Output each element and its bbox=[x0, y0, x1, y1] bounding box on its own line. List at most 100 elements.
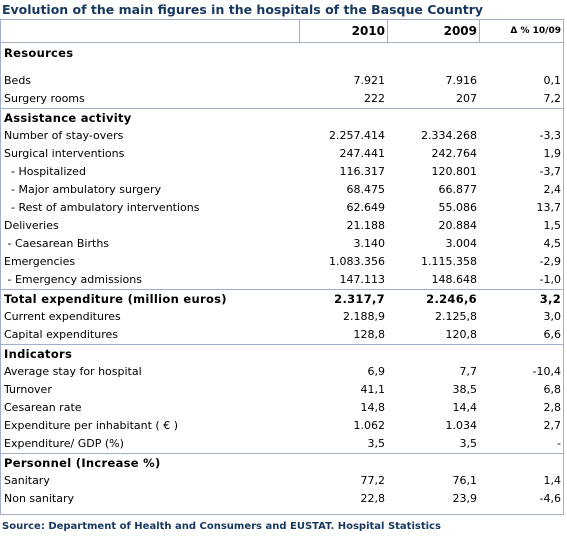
value-2010: 77,2 bbox=[360, 474, 386, 487]
table-row: - Hospitalized 116.317 120.801 -3,7 bbox=[1, 163, 563, 181]
table-row: Average stay for hospital 6,9 7,7 -10,4 bbox=[1, 363, 563, 381]
row-label: Non sanitary bbox=[4, 492, 75, 505]
value-2009: 2.246,6 bbox=[426, 292, 477, 306]
table-row: Surgical interventions 247.441 242.764 1,9 bbox=[1, 145, 563, 163]
row-label: - Rest of ambulatory interventions bbox=[4, 201, 200, 214]
value-2010: 147.113 bbox=[339, 273, 386, 286]
table-row: Beds 7.921 7.916 0,1 bbox=[1, 68, 563, 90]
value-2009: 242.764 bbox=[431, 147, 478, 160]
table-row: Deliveries 21.188 20.884 1,5 bbox=[1, 217, 563, 235]
table-row: Non sanitary 22,8 23,9 -4,6 bbox=[1, 490, 563, 508]
table-row: - Major ambulatory surgery 68.475 66.877 2,… bbox=[1, 181, 563, 199]
value-2010: 222 bbox=[364, 92, 385, 105]
table-row: - Caesarean Births 3.140 3.004 4,5 bbox=[1, 235, 563, 253]
value-change: 3,0 bbox=[543, 310, 562, 323]
table-header-row: 2010 2009 Δ % 10/09 bbox=[1, 20, 563, 43]
row-label: - Emergency admissions bbox=[4, 273, 142, 286]
value-change: 1,9 bbox=[543, 147, 562, 160]
section-header-row: Personnel (Increase %) bbox=[1, 453, 563, 472]
value-2010: 22,8 bbox=[360, 492, 386, 505]
column-divider bbox=[387, 20, 388, 42]
value-2010: 41,1 bbox=[360, 383, 386, 396]
table-row: Current expenditures 2.188,9 2.125,8 3,0 bbox=[1, 308, 563, 326]
value-2009: 7.916 bbox=[445, 74, 478, 87]
value-2009: 66.877 bbox=[438, 183, 478, 196]
value-change: -3,7 bbox=[539, 165, 561, 178]
row-label: Current expenditures bbox=[4, 310, 121, 323]
value-change: 1,5 bbox=[543, 219, 562, 232]
column-divider bbox=[299, 20, 300, 42]
value-2009: 1.115.358 bbox=[421, 255, 477, 268]
table-row: Turnover 41,1 38,5 6,8 bbox=[1, 381, 563, 399]
value-2010: 128,8 bbox=[353, 328, 386, 341]
row-label: Emergencies bbox=[4, 255, 76, 268]
column-header-change: Δ % 10/09 bbox=[510, 26, 561, 36]
value-change: 13,7 bbox=[536, 201, 562, 214]
value-change: 2,8 bbox=[543, 401, 562, 414]
source-note: Source: Department of Health and Consume… bbox=[2, 521, 441, 532]
value-2009: 120,8 bbox=[445, 328, 478, 341]
row-label: Expenditure per inhabitant ( € ) bbox=[4, 419, 179, 432]
value-2009: 20.884 bbox=[438, 219, 478, 232]
value-2009: 38,5 bbox=[452, 383, 478, 396]
row-label: Turnover bbox=[4, 383, 52, 396]
column-header-2010: 2010 bbox=[351, 24, 385, 38]
value-2009: 148.648 bbox=[431, 273, 478, 286]
value-2009: 76,1 bbox=[452, 474, 478, 487]
value-2009: 7,7 bbox=[459, 365, 478, 378]
value-2010: 62.649 bbox=[346, 201, 386, 214]
value-2010: 3,5 bbox=[367, 437, 386, 450]
row-label: Capital expenditures bbox=[4, 328, 118, 341]
value-2010: 3.140 bbox=[353, 237, 386, 250]
table-title: Evolution of the main figures in the hos… bbox=[2, 2, 484, 17]
value-2010: 21.188 bbox=[346, 219, 386, 232]
value-2010: 7.921 bbox=[353, 74, 386, 87]
row-label: - Hospitalized bbox=[4, 165, 86, 178]
value-2010: 6,9 bbox=[367, 365, 386, 378]
value-2010: 247.441 bbox=[339, 147, 386, 160]
value-change: 6,6 bbox=[543, 328, 562, 341]
table-row: Surgery rooms 222 207 7,2 bbox=[1, 90, 563, 108]
row-label: Resources bbox=[4, 46, 74, 60]
value-change: 3,2 bbox=[539, 292, 561, 306]
value-2009: 3.004 bbox=[445, 237, 478, 250]
table-row: Emergencies 1.083.356 1.115.358 -2,9 bbox=[1, 253, 563, 271]
value-2009: 1.034 bbox=[445, 419, 478, 432]
section-header-row: Indicators bbox=[1, 344, 563, 363]
value-2010: 116.317 bbox=[339, 165, 386, 178]
row-label: Surgery rooms bbox=[4, 92, 85, 105]
row-label: Average stay for hospital bbox=[4, 365, 142, 378]
value-2010: 68.475 bbox=[346, 183, 386, 196]
value-2009: 120.801 bbox=[431, 165, 478, 178]
value-2009: 3,5 bbox=[459, 437, 478, 450]
row-label: Surgical interventions bbox=[4, 147, 125, 160]
table-row: Expenditure/ GDP (%) 3,5 3,5 - bbox=[1, 435, 563, 453]
value-2010: 2.317,7 bbox=[334, 292, 385, 306]
table-row: Number of stay-overs 2.257.414 2.334.268 -3… bbox=[1, 127, 563, 145]
value-change: -1,0 bbox=[539, 273, 561, 286]
table-row: - Emergency admissions 147.113 148.648 -1,0 bbox=[1, 271, 563, 289]
value-change: -2,9 bbox=[539, 255, 561, 268]
value-2009: 23,9 bbox=[452, 492, 478, 505]
row-label: Sanitary bbox=[4, 474, 50, 487]
table-row: - Rest of ambulatory interventions 62.649… bbox=[1, 199, 563, 217]
row-label: Personnel (Increase %) bbox=[4, 456, 161, 470]
row-label: Expenditure/ GDP (%) bbox=[4, 437, 124, 450]
table-row: Expenditure per inhabitant ( € ) 1.062 1.0… bbox=[1, 417, 563, 435]
value-2010: 2.257.414 bbox=[329, 129, 385, 142]
table-row: Capital expenditures 128,8 120,8 6,6 bbox=[1, 326, 563, 344]
value-change: 1,4 bbox=[543, 474, 562, 487]
row-label: Cesarean rate bbox=[4, 401, 82, 414]
value-2009: 2.334.268 bbox=[421, 129, 477, 142]
value-2010: 14,8 bbox=[360, 401, 386, 414]
table-row: Sanitary 77,2 76,1 1,4 bbox=[1, 472, 563, 490]
section-header-row: Resources bbox=[1, 43, 563, 68]
value-2010: 1.062 bbox=[353, 419, 386, 432]
value-change: 4,5 bbox=[543, 237, 562, 250]
column-header-2009: 2009 bbox=[443, 24, 477, 38]
value-2010: 2.188,9 bbox=[343, 310, 385, 323]
row-label: Indicators bbox=[4, 347, 73, 361]
column-divider bbox=[479, 20, 480, 42]
value-change: 2,4 bbox=[543, 183, 562, 196]
row-label: Total expenditure (million euros) bbox=[4, 292, 227, 306]
